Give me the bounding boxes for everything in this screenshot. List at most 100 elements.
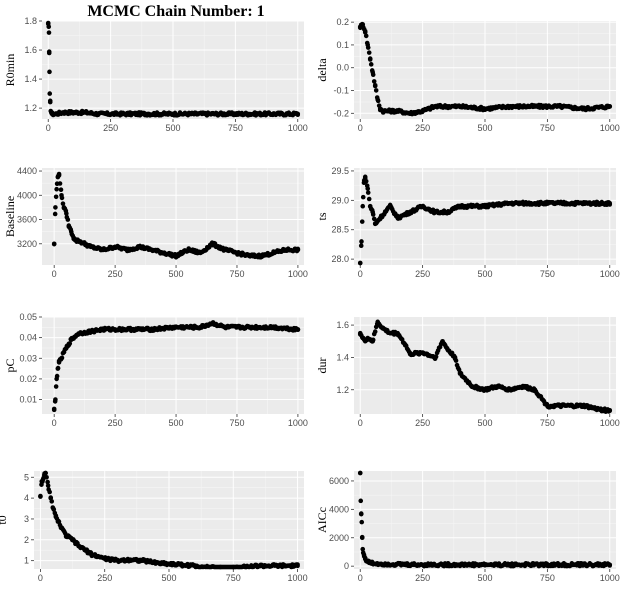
y-tick-label: 0.01 [19,395,37,405]
data-points [51,320,301,413]
data-point [358,511,364,517]
data-point [63,208,69,214]
x-tick-label: 250 [415,269,430,279]
data-point [68,227,74,232]
data-point [365,190,371,195]
x-tick-label: 1000 [288,418,308,428]
x-tick-label: 500 [169,418,184,428]
x-tick-label: 750 [540,573,555,583]
data-point [607,104,613,109]
chart-panel-aicc: 0 250 500 750 1000 0 2000 4000 6000 AICc [315,470,620,583]
data-point [48,495,54,500]
y-tick-label: 29.5 [331,166,349,176]
y-tick-label: 0.0 [336,63,349,73]
data-points [357,319,613,414]
data-point [54,373,60,379]
x-tick-label: 250 [415,418,430,428]
x-tick-label: 750 [226,573,241,583]
y-tick-label: 1 [24,556,29,566]
x-tick-label: 0 [358,418,363,428]
data-point [370,212,376,217]
y-tick-label: 2 [24,535,29,545]
y-axis-label: pC [3,358,17,372]
data-point [357,470,363,476]
data-point [368,62,374,67]
data-point [51,507,57,512]
data-point [45,479,50,485]
data-point [362,30,368,35]
x-tick-label: 1000 [288,123,308,133]
data-point [363,179,369,184]
x-tick-label: 0 [358,123,363,133]
y-tick-label: 0.02 [19,374,37,384]
y-tick-label: 2000 [329,533,349,543]
y-tick-label: 29.0 [331,195,349,205]
data-point [369,68,375,73]
x-tick-label: 500 [165,123,180,133]
data-point [60,201,66,206]
data-point [364,40,370,46]
data-points [38,470,300,570]
data-point [295,246,301,252]
data-point [357,260,363,266]
data-point [607,563,613,568]
y-tick-label: 1.6 [336,320,349,330]
y-tick-label: 3600 [17,215,37,225]
data-point [360,546,366,552]
data-point [43,470,48,476]
data-point [45,20,51,26]
data-point [363,33,369,39]
data-point [295,562,300,567]
data-point [46,49,52,55]
y-tick-label: 0.2 [336,17,349,27]
y-tick-label: 1.4 [24,74,37,84]
data-point [359,534,365,540]
x-tick-label: 250 [97,573,112,583]
x-tick-label: 750 [228,123,243,133]
x-tick-label: 0 [38,573,43,583]
x-tick-label: 750 [229,418,244,428]
data-point [369,207,375,213]
data-point [359,519,365,525]
data-point [44,474,49,480]
data-point [59,195,65,201]
data-point [373,88,379,93]
y-tick-label: 0.04 [19,333,37,343]
y-tick-label: 4000 [17,190,37,200]
data-point [359,239,364,244]
chart-panel-dur: 0 250 500 750 1000 1.2 1.4 1.6 dur [315,317,620,428]
data-point [45,483,51,488]
y-axis-label: delta [315,58,329,82]
data-point [607,407,613,413]
data-point [47,69,52,75]
data-point [371,79,377,84]
plot-background [42,168,304,265]
data-point [359,219,365,224]
y-axis-label: AICc [315,507,329,533]
data-point [366,196,372,202]
data-point [453,358,459,363]
x-tick-label: 1000 [600,269,620,279]
x-tick-label: 500 [477,269,492,279]
data-point [57,181,63,186]
data-point [375,98,381,104]
y-tick-label: 5 [24,472,29,482]
y-tick-label: 3 [24,514,29,524]
chart-panel-ts: 0 250 500 750 1000 28.0 28.5 29.0 29.5 ts [315,166,620,279]
data-point [47,489,52,495]
data-point [52,211,58,217]
y-tick-label: 4 [24,493,29,503]
x-tick-label: 1000 [600,123,620,133]
y-tick-label: 6000 [329,476,349,486]
y-axis-label: Baseline [3,196,17,237]
x-tick-label: 750 [540,269,555,279]
data-point [372,83,378,88]
y-tick-label: 4000 [329,504,349,514]
data-point [295,112,301,118]
y-tick-label: -0.1 [333,86,349,96]
data-point [371,216,377,222]
y-tick-label: 4400 [17,166,37,176]
x-tick-label: 0 [358,269,363,279]
y-axis-label: dur [315,358,329,374]
chart-panel-baseline: 0 250 500 750 1000 3200 3600 4000 4400 Baseline [3,166,308,279]
